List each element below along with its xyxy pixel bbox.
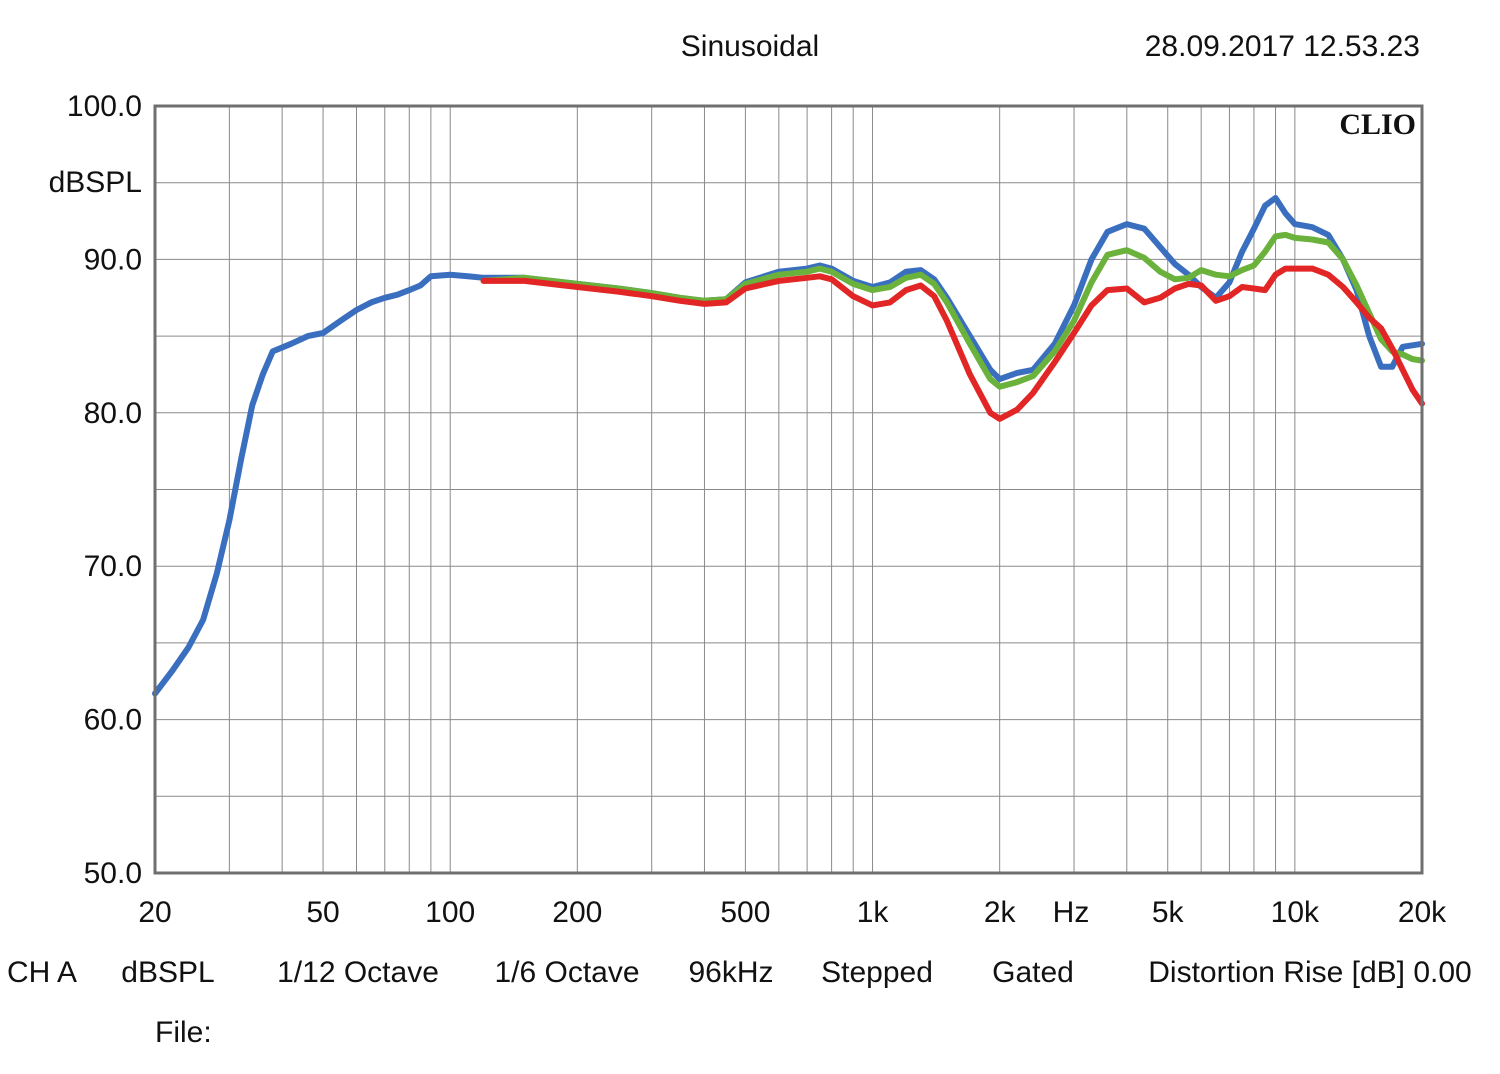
x-tick-label: 200: [552, 896, 602, 929]
series-line-3: [480, 265, 1425, 422]
settings-item: Stepped: [821, 956, 933, 989]
settings-item: 96kHz: [688, 956, 773, 989]
y-axis-label: dBSPL: [49, 166, 142, 199]
settings-item: Gated: [992, 956, 1074, 989]
x-tick-label: 5k: [1152, 896, 1185, 929]
y-tick-label: 50.0: [84, 857, 142, 890]
x-tick-label: 20k: [1398, 896, 1447, 929]
y-axis-tick-labels: 100.0 90.0 80.0 70.0 60.0 50.0: [67, 90, 142, 890]
y-tick-label: 90.0: [84, 243, 142, 276]
x-tick-label: 100: [425, 896, 475, 929]
measurement-datetime: 28.09.2017 12.53.23: [1145, 30, 1420, 63]
x-axis-tick-labels: 20 50 100 200 500 1k 2k 5k 10k 20k: [138, 896, 1447, 929]
plot-frame: [153, 104, 1424, 875]
y-tick-label: 60.0: [84, 704, 142, 737]
plot-grid: [154, 105, 1423, 874]
x-tick-label: 1k: [857, 896, 890, 929]
clio-brand-logo: CLIO: [1339, 108, 1416, 141]
x-axis-unit-label: Hz: [1053, 896, 1090, 929]
x-tick-label: 20: [138, 896, 171, 929]
y-tick-label: 70.0: [84, 550, 142, 583]
series-line-1: [152, 195, 1425, 697]
settings-item: 1/6 Octave: [494, 956, 639, 989]
file-label: File:: [155, 1016, 212, 1049]
x-tick-label: 500: [720, 896, 770, 929]
y-tick-label: 80.0: [84, 397, 142, 430]
settings-item: Distortion Rise [dB] 0.00: [1148, 956, 1471, 989]
measurement-mode-title: Sinusoidal: [681, 30, 819, 63]
settings-item: dBSPL: [121, 956, 214, 989]
x-tick-label: 2k: [984, 896, 1017, 929]
y-tick-label: 100.0: [67, 90, 142, 123]
x-tick-label: 50: [306, 896, 339, 929]
series-layer: [152, 195, 1425, 697]
settings-item: 1/12 Octave: [277, 956, 439, 989]
measurement-settings-row: CH A dBSPL 1/12 Octave 1/6 Octave 96kHz Stepp…: [7, 956, 1472, 989]
series-line-2: [480, 231, 1425, 390]
settings-item: CH A: [7, 956, 77, 989]
x-tick-label: 10k: [1271, 896, 1320, 929]
